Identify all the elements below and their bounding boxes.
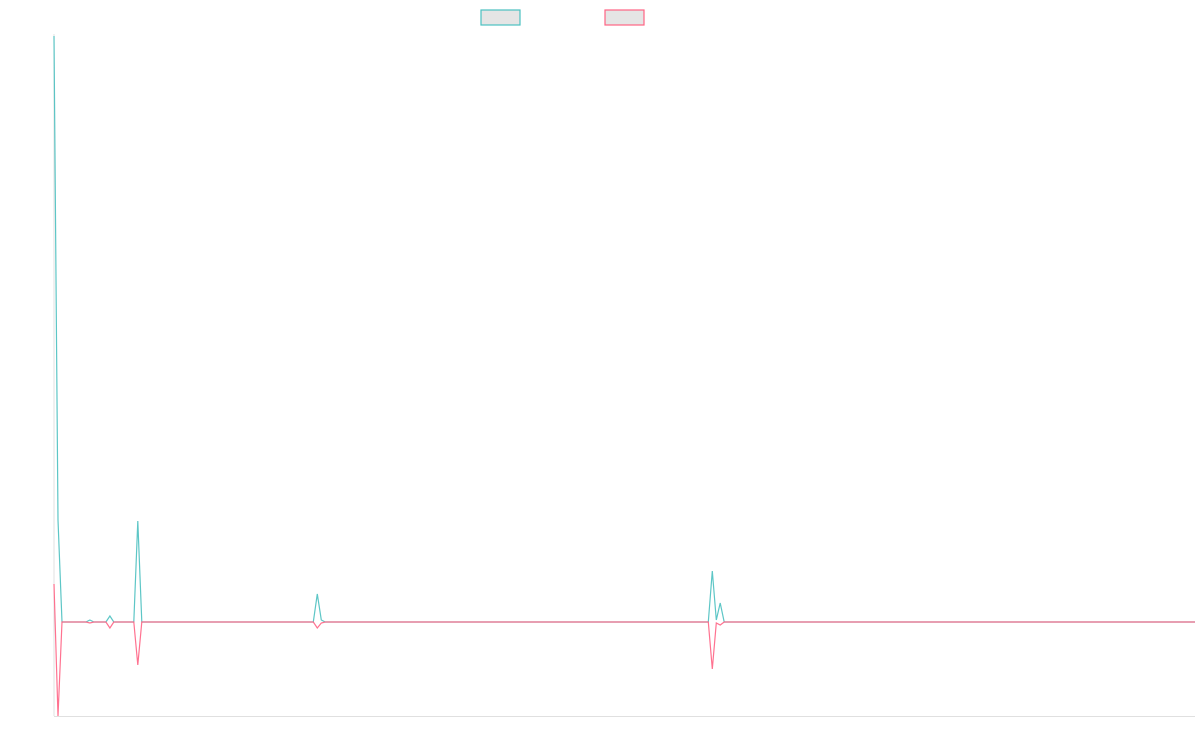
legend-swatch-2[interactable] [604,9,645,26]
series-line-2 [53,583,1195,717]
series-line-1 [53,35,1195,623]
legend-swatch-1[interactable] [480,9,521,26]
